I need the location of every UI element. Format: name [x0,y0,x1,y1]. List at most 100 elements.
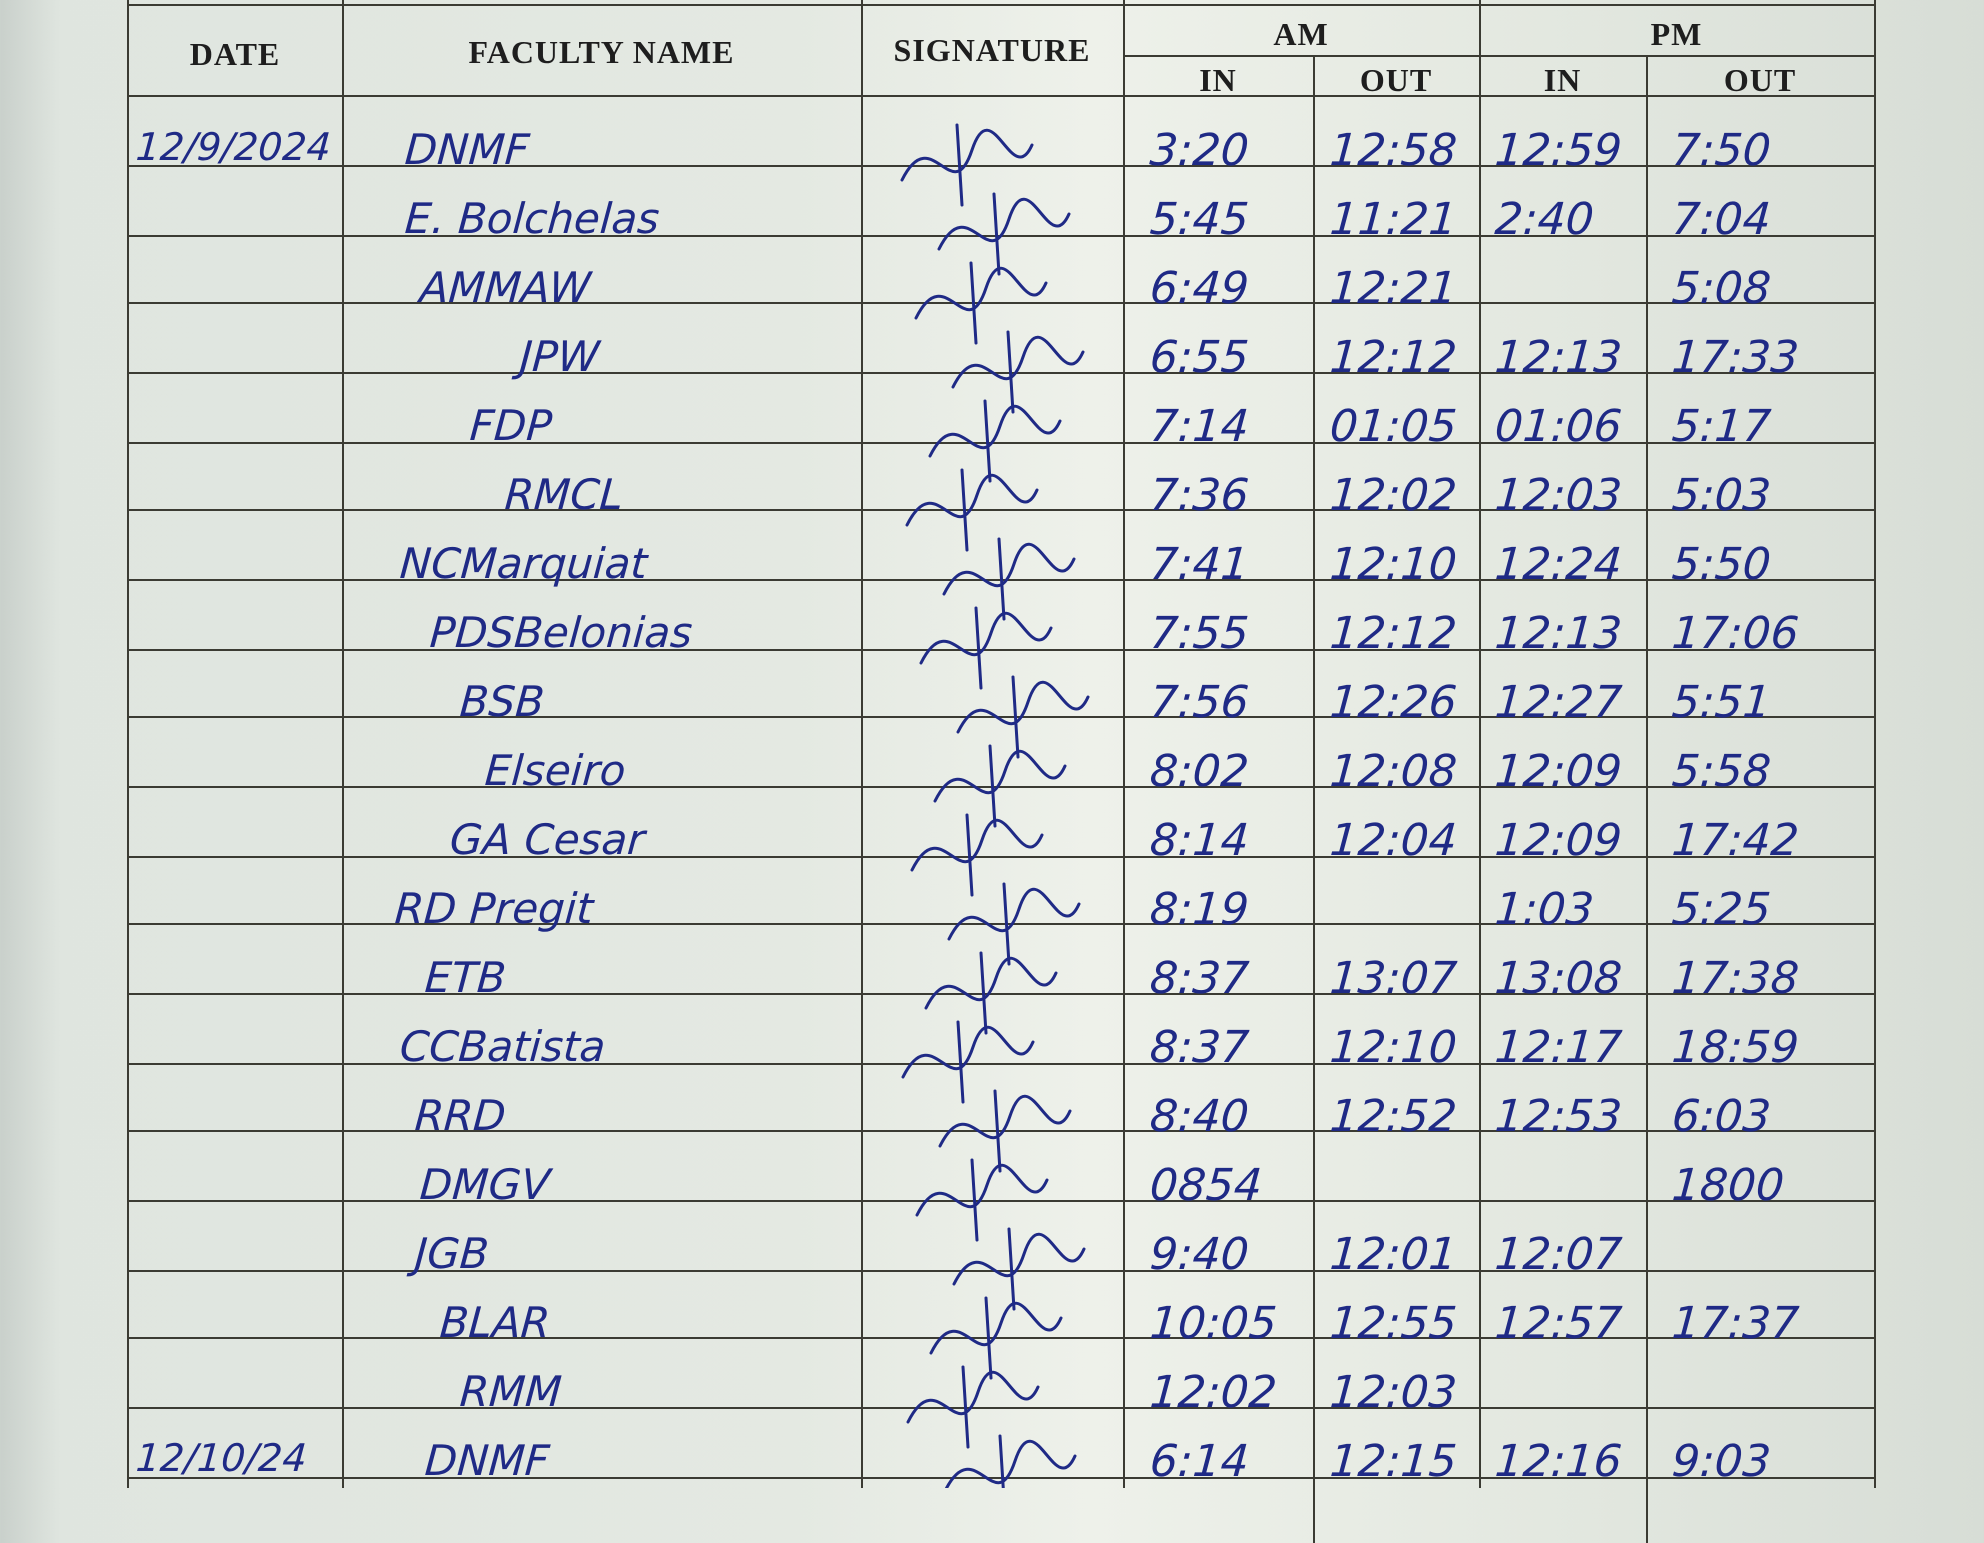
pm-out-time: 5:50 [1670,539,1773,590]
faculty-name-entry: RRD [413,1091,508,1140]
pm-in-time: 1:03 [1493,884,1596,935]
column-divider [127,0,129,1488]
pm-in-time: 12:57 [1493,1298,1624,1349]
row-divider [128,4,1875,6]
faculty-name-entry: RMM [458,1367,564,1416]
header-am-out: OUT [1359,62,1433,98]
pm-in-time: 12:07 [1493,1229,1624,1280]
date-entry: 12/9/2024 [134,125,333,169]
pm-in-time: 12:13 [1493,332,1624,383]
signature-scribble [928,399,1062,483]
am-out-time: 12:21 [1328,263,1459,314]
faculty-name-entry: PDSBelonias [428,608,694,657]
pm-out-time: 17:33 [1670,332,1801,383]
signature-scribble [944,1434,1077,1488]
am-in-time: 7:36 [1148,470,1251,521]
pm-out-time: 17:37 [1670,1298,1801,1349]
pm-out-time: 5:03 [1670,470,1773,521]
header-date: DATE [189,36,281,72]
faculty-name-entry: JPW [518,332,601,381]
pm-out-time: 5:25 [1670,884,1773,935]
row-divider [128,1407,1875,1409]
row-divider [128,95,1875,97]
pm-in-time: 12:16 [1493,1436,1624,1487]
am-in-time: 8:40 [1148,1091,1251,1142]
am-out-time: 01:05 [1328,401,1459,452]
pm-in-time: 12:09 [1493,746,1624,797]
header-signature: SIGNATURE [893,32,1091,68]
row-divider [128,302,1875,304]
pm-in-time: 12:24 [1493,539,1624,590]
pm-in-time: 12:59 [1493,125,1624,176]
pm-in-time: 13:08 [1493,953,1624,1004]
am-in-time: 7:56 [1148,677,1251,728]
column-divider [1123,0,1125,1488]
faculty-name-entry: DNMF [403,125,531,174]
row-divider [128,235,1875,237]
am-in-time: 12:02 [1148,1367,1279,1418]
pm-out-time: 5:58 [1670,746,1773,797]
faculty-name-entry: FDP [468,401,554,450]
am-out-time: 12:52 [1328,1091,1459,1142]
am-in-time: 7:14 [1148,401,1251,452]
faculty-name-entry: RD Pregit [393,884,595,933]
signature-scribble [952,1227,1086,1311]
pm-in-time: 12:17 [1493,1022,1624,1073]
pm-out-time: 17:06 [1670,608,1801,659]
signature-scribble [919,606,1053,690]
column-divider [1874,0,1876,1488]
am-out-time: 12:55 [1328,1298,1459,1349]
header-faculty-name: FACULTY NAME [468,34,735,70]
faculty-name-entry: GA Cesar [448,815,647,864]
column-divider [861,0,863,1488]
am-out-time: 11:21 [1328,194,1459,245]
am-out-time: 12:12 [1328,608,1459,659]
am-out-time: 12:01 [1328,1229,1459,1280]
signatures-column [900,123,1090,1488]
am-in-time: 8:37 [1148,953,1251,1004]
am-out-time: 13:07 [1328,953,1459,1004]
am-in-time: 6:55 [1148,332,1251,383]
header-pm-in: IN [1543,62,1582,98]
header-pm: PM [1650,16,1703,52]
am-out-time: 12:02 [1328,470,1459,521]
row-divider [128,1200,1875,1202]
pm-out-time: 17:38 [1670,953,1801,1004]
am-in-time: 7:41 [1148,539,1251,590]
pm-out-time: 5:17 [1670,401,1773,452]
am-out-time: 12:08 [1328,746,1459,797]
pm-out-time: 7:50 [1670,125,1773,176]
pm-in-time: 12:27 [1493,677,1624,728]
header-am: AM [1273,16,1329,52]
header-pm-out: OUT [1723,62,1797,98]
pm-out-time: 9:03 [1670,1436,1773,1487]
am-out-time: 12:12 [1328,332,1459,383]
faculty-name-entry: JGB [413,1229,491,1278]
signature-scribble [937,192,1071,276]
pm-in-time: 12:53 [1493,1091,1624,1142]
pm-out-time: 17:42 [1670,815,1801,866]
pm-out-time: 5:51 [1670,677,1773,728]
pm-in-time: 12:03 [1493,470,1624,521]
date-entry: 12/10/24 [134,1436,309,1480]
pm-out-time: 18:59 [1670,1022,1801,1073]
faculty-name-entry: BLAR [438,1298,552,1347]
pm-in-time: 12:09 [1493,815,1624,866]
am-in-time: 8:19 [1148,884,1251,935]
am-in-time: 10:05 [1148,1298,1279,1349]
faculty-name-entry: BSB [458,677,547,726]
am-out-time: 12:04 [1328,815,1459,866]
pm-in-time: 2:40 [1493,194,1596,245]
am-out-time: 12:58 [1328,125,1459,176]
am-in-time: 5:45 [1148,194,1251,245]
am-in-time: 6:14 [1148,1436,1251,1487]
faculty-name-entry: DNMF [423,1436,551,1485]
column-divider [1646,55,1648,1543]
column-divider [1479,0,1481,1488]
am-in-time: 0854 [1148,1160,1264,1211]
am-out-time: 12:03 [1328,1367,1459,1418]
column-divider [342,0,344,1488]
am-out-time: 12:26 [1328,677,1459,728]
column-divider [1313,55,1315,1543]
am-in-time: 8:02 [1148,746,1251,797]
